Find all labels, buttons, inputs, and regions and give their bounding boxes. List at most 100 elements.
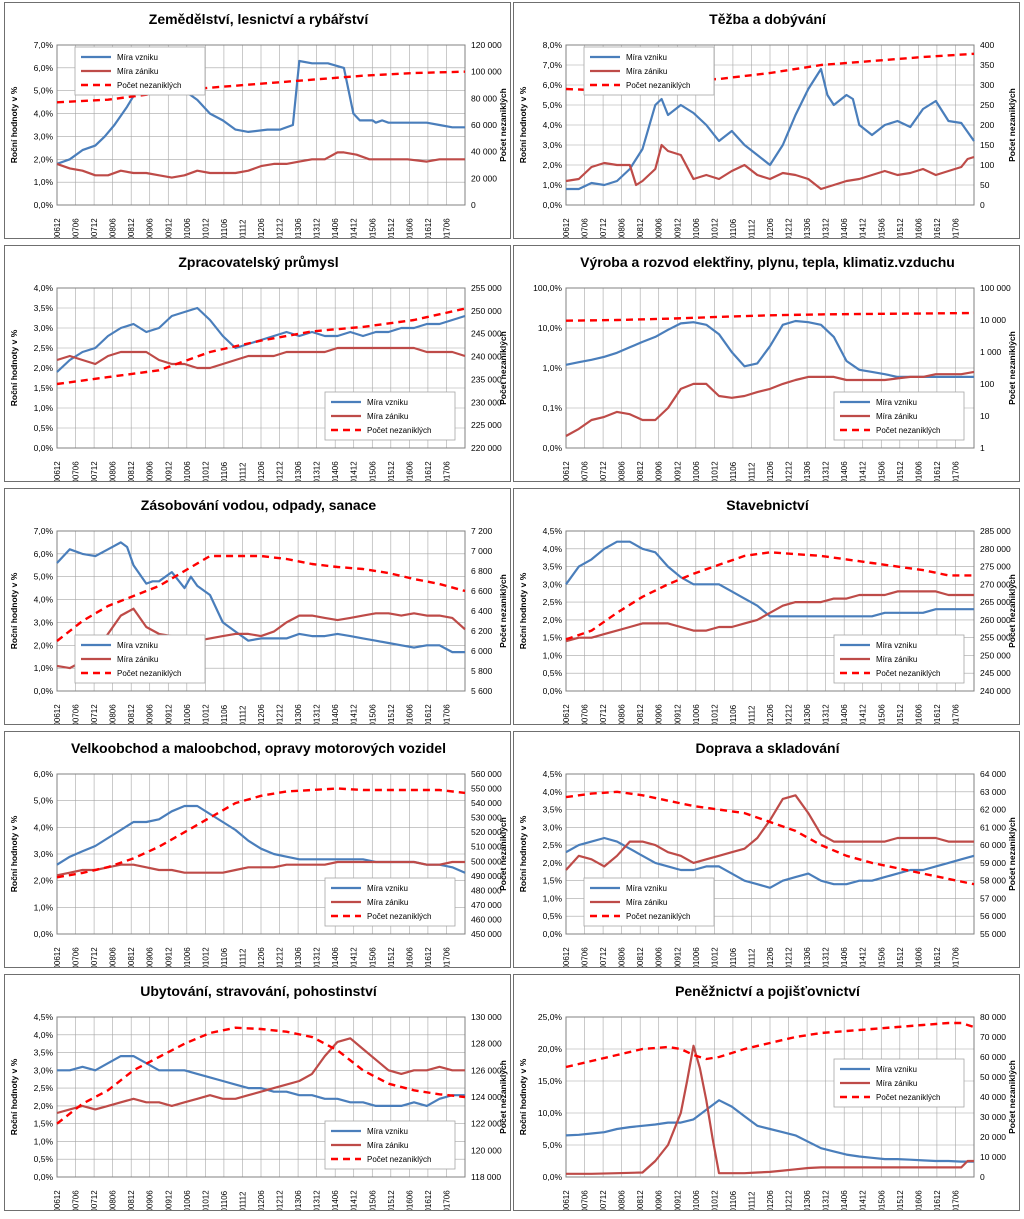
- x-tick-label: 201706: [951, 218, 960, 239]
- x-tick-label: 201506: [368, 704, 377, 725]
- chart-title: Ubytování, stravování, pohostinství: [140, 983, 378, 999]
- legend-label: Počet nezaniklých: [626, 81, 690, 90]
- x-tick-label: 201012: [710, 947, 719, 968]
- x-tick-label: 200912: [164, 704, 173, 725]
- x-tick-label: 201006: [183, 218, 192, 239]
- y-tick-label: 0,0%: [543, 686, 563, 696]
- series-line-vzniku: [565, 1099, 974, 1163]
- y2-tick-label: 100: [980, 379, 994, 389]
- legend-label: Počet nezaniklých: [876, 426, 940, 435]
- x-tick-label: 201406: [331, 947, 340, 968]
- x-tick-label: 200612: [562, 704, 571, 725]
- series-line-zaniku: [56, 1037, 465, 1115]
- series-line-zaniku: [56, 607, 466, 670]
- y-tick-label: 3,5%: [34, 1048, 54, 1058]
- x-tick-label: 201312: [313, 218, 322, 239]
- x-tick-label: 201406: [331, 704, 340, 725]
- y-tick-label: 3,0%: [34, 849, 54, 859]
- x-tick-label: 200906: [146, 1190, 155, 1211]
- x-tick-label: 201506: [368, 218, 377, 239]
- x-tick-label: 201512: [896, 704, 905, 725]
- y-tick-label: 3,0%: [543, 579, 563, 589]
- x-tick-label: 200712: [599, 218, 608, 239]
- series-line-vzniku: [56, 59, 465, 165]
- series-line-nezaniklych: [565, 551, 974, 641]
- x-tick-label: 201112: [238, 948, 247, 968]
- y2-tick-label: 540 000: [471, 798, 502, 808]
- chart-panel: 0,0% 0,5% 1,0% 1,5% 2,0% 2,5% 3,0% 3,5% 4,0% 4,5%…: [4, 974, 511, 1211]
- y2-tick-label: 60 000: [471, 120, 497, 130]
- x-tick-label: 201506: [877, 947, 886, 968]
- y2-tick-label: 7 000: [471, 546, 493, 556]
- y2-axis-label: Počet nezaniklých: [1007, 817, 1017, 891]
- y-tick-label: 5,0%: [543, 1140, 563, 1150]
- y2-axis-label: Počet nezaniklých: [1007, 331, 1017, 405]
- x-tick-label: 201606: [914, 461, 923, 482]
- x-tick-label: 200912: [673, 218, 682, 239]
- y2-tick-label: 560 000: [471, 769, 502, 779]
- y-tick-label: 7,0%: [34, 526, 54, 536]
- x-tick-label: 201506: [877, 218, 886, 239]
- chart-svg: 0,0% 0,5% 1,0% 1,5% 2,0% 2,5% 3,0% 3,5% 4,0% 4,5%…: [9, 983, 508, 1211]
- y-tick-label: 2,5%: [543, 597, 563, 607]
- y-tick-label: 3,0%: [34, 617, 54, 627]
- x-tick-label: 201612: [424, 218, 433, 239]
- x-tick-label: 201212: [276, 704, 285, 725]
- x-tick-label: 200806: [109, 947, 118, 968]
- y-tick-label: 0,5%: [34, 423, 54, 433]
- y-tick-label: 5,0%: [543, 100, 563, 110]
- y2-tick-label: 460 000: [471, 914, 502, 924]
- x-tick-label: 201606: [405, 1190, 414, 1211]
- x-tick-label: 201612: [933, 704, 942, 725]
- x-tick-label: 201212: [276, 947, 285, 968]
- y2-tick-label: 6 000: [471, 646, 493, 656]
- legend-label: Míra zániku: [367, 898, 408, 907]
- y-axis-label: Roční hodnoty v %: [518, 815, 528, 892]
- y-tick-label: 0,0%: [34, 929, 54, 939]
- x-tick-label: 200712: [599, 1190, 608, 1211]
- y-tick-label: 3,5%: [34, 303, 54, 313]
- x-tick-label: 200806: [109, 218, 118, 239]
- x-tick-label: 201006: [183, 704, 192, 725]
- x-tick-label: 201206: [257, 704, 266, 725]
- legend: Míra vzniku Míra zániku Počet nezaniklých: [583, 46, 715, 96]
- x-tick-label: 201612: [424, 947, 433, 968]
- y2-tick-label: 1 000: [980, 347, 1002, 357]
- y-tick-label: 0,5%: [543, 911, 563, 921]
- y2-tick-label: 130 000: [471, 1012, 502, 1022]
- x-tick-label: 200712: [90, 461, 99, 482]
- series-line-nezaniklych: [565, 52, 975, 93]
- y2-tick-label: 270 000: [980, 579, 1011, 589]
- y2-tick-label: 285 000: [980, 526, 1011, 536]
- series-line-zaniku: [56, 860, 465, 877]
- y-tick-label: 2,0%: [543, 615, 563, 625]
- y-tick-label: 10,0%: [538, 323, 563, 333]
- y-tick-label: 1,0%: [543, 650, 563, 660]
- x-tick-label: 201012: [201, 704, 210, 725]
- y-tick-label: 100,0%: [533, 283, 562, 293]
- x-tick-label: 201406: [840, 704, 849, 725]
- x-tick-label: 201406: [331, 218, 340, 239]
- x-tick-label: 201706: [442, 1190, 451, 1211]
- x-tick-label: 200812: [636, 1190, 645, 1211]
- x-tick-label: 201012: [201, 947, 210, 968]
- chart-title: Zpracovatelský průmysl: [178, 254, 338, 270]
- chart-title: Těžba a dobývání: [709, 11, 827, 27]
- y2-tick-label: 6 600: [471, 586, 493, 596]
- x-tick-label: 201312: [822, 218, 831, 239]
- y2-tick-label: 240 000: [471, 352, 502, 362]
- x-tick-label: 201512: [896, 1190, 905, 1211]
- legend-label: Míra vzniku: [626, 53, 667, 62]
- series-line-zaniku: [565, 794, 974, 871]
- x-tick-label: 201112: [238, 219, 247, 239]
- y-axis-label: Roční hodnoty v %: [518, 86, 528, 163]
- y2-tick-label: 57 000: [980, 893, 1006, 903]
- x-tick-label: 201306: [803, 218, 812, 239]
- x-tick-label: 201212: [276, 1190, 285, 1211]
- y-tick-label: 3,5%: [543, 805, 563, 815]
- legend-label: Míra vzniku: [367, 398, 408, 407]
- legend: Míra vzniku Míra zániku Počet nezaniklých: [583, 877, 715, 927]
- x-tick-label: 201706: [951, 947, 960, 968]
- legend-label: Míra zániku: [876, 412, 917, 421]
- y2-tick-label: 400: [980, 40, 994, 50]
